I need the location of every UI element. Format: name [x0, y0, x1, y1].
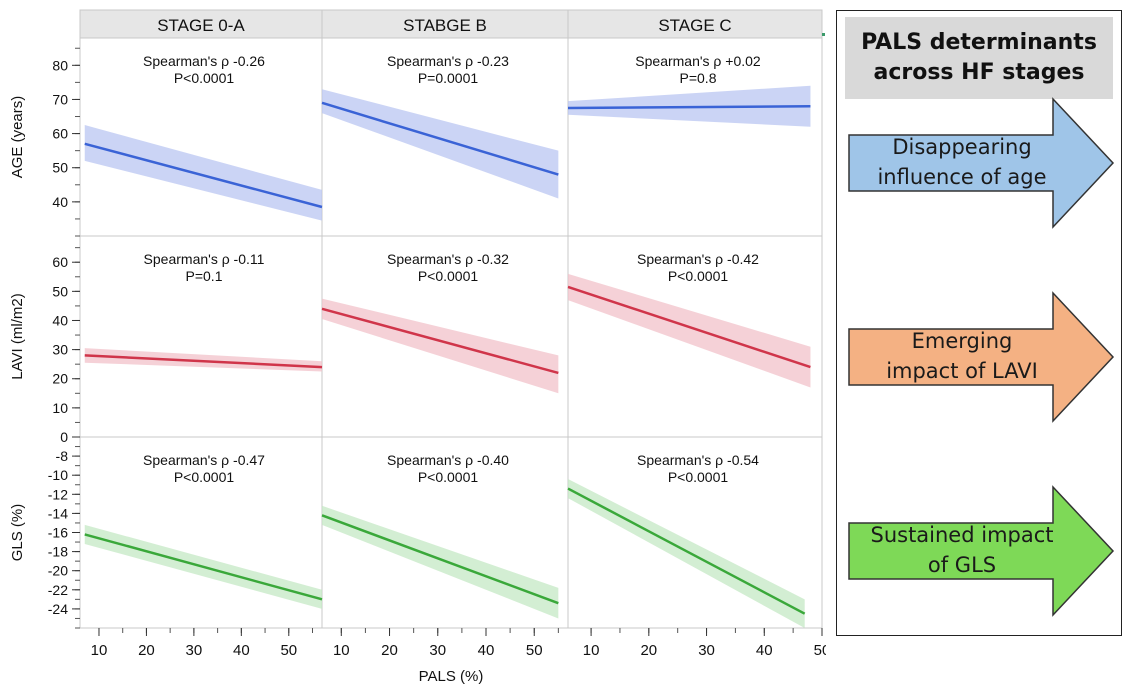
x-tick-label-0-2: 30 — [186, 642, 203, 659]
y-tick-label-1-3: 30 — [52, 342, 68, 358]
regression-line-3 — [84, 354, 323, 369]
x-axis-label: PALS (%) — [419, 668, 484, 685]
arrow-age-shape — [848, 97, 1115, 229]
x-tick-label-1-2: 30 — [429, 642, 446, 659]
y-axis-label-2: GLS (%) — [9, 504, 26, 562]
x-tick-label-2-3: 40 — [756, 642, 773, 659]
column-title-0: STAGE 0-A — [157, 16, 245, 35]
regression-line-6 — [84, 533, 323, 601]
y-tick-label-0-0: 40 — [52, 194, 68, 210]
p-value-2: P=0.8 — [680, 70, 717, 86]
arrow-gls-polygon — [848, 485, 1115, 617]
p-value-5: P<0.0001 — [668, 268, 729, 284]
spearman-stat-3: Spearman's ρ -0.11 — [144, 251, 265, 267]
y-tick-label-2-2: -12 — [48, 486, 68, 502]
y-tick-label-2-5: -18 — [48, 544, 68, 560]
y-tick-label-0-1: 50 — [52, 160, 68, 176]
p-value-7: P<0.0001 — [418, 469, 479, 485]
arrow-age-label: Disappearing influence of age — [877, 135, 1047, 189]
y-tick-label-0-2: 60 — [52, 126, 68, 142]
y-tick-label-1-6: 60 — [52, 254, 68, 270]
side-panel: PALS determinants across HF stages Disap… — [836, 10, 1122, 636]
x-tick-label-0-1: 20 — [138, 642, 155, 659]
x-tick-label-2-2: 30 — [698, 642, 715, 659]
column-header-0 — [79, 9, 323, 39]
y-tick-label-2-6: -20 — [48, 563, 68, 579]
confidence-band-3 — [84, 348, 323, 372]
y-tick-label-2-7: -22 — [48, 582, 68, 598]
arrow-age: Disappearing influence of age — [847, 97, 1115, 229]
spearman-stat-4: Spearman's ρ -0.32 — [387, 251, 509, 267]
p-value-4: P<0.0001 — [418, 268, 479, 284]
arrow-lavi-polygon — [848, 291, 1115, 423]
p-value-3: P=0.1 — [186, 268, 223, 284]
y-tick-label-0-4: 80 — [52, 57, 68, 73]
side-panel-title: PALS determinants across HF stages — [861, 30, 1097, 85]
decorative-dot — [822, 33, 825, 36]
confidence-band-0 — [84, 125, 323, 221]
spearman-stat-7: Spearman's ρ -0.40 — [387, 452, 509, 468]
arrow-lavi-label: Emerging impact of LAVI — [886, 329, 1038, 383]
column-header-1 — [321, 9, 569, 39]
y-tick-label-2-0: -8 — [56, 448, 69, 464]
x-tick-label-1-4: 50 — [526, 642, 543, 659]
column-title-1: STABGE B — [403, 16, 487, 35]
arrow-gls-label: Sustained impact of GLS — [870, 523, 1054, 577]
arrow-gls-shape — [848, 485, 1115, 617]
spearman-stat-6: Spearman's ρ -0.47 — [143, 452, 265, 468]
y-tick-label-1-4: 40 — [52, 312, 68, 328]
regression-line-0 — [84, 142, 323, 209]
x-tick-label-1-1: 20 — [381, 642, 398, 659]
spearman-stat-2: Spearman's ρ +0.02 — [635, 53, 761, 69]
confidence-band-8 — [568, 479, 805, 628]
y-axis-label-0: AGE (years) — [9, 96, 26, 179]
y-tick-label-1-0: 0 — [60, 429, 68, 445]
regression-line-1 — [321, 101, 559, 176]
y-tick-label-2-1: -10 — [48, 467, 68, 483]
side-panel-header: PALS determinants across HF stages — [845, 17, 1113, 99]
x-tick-label-2-1: 20 — [640, 642, 657, 659]
x-tick-label-1-3: 40 — [478, 642, 495, 659]
x-tick-label-2-4: 50 — [814, 642, 826, 659]
y-tick-label-2-4: -16 — [48, 525, 68, 541]
regression-line-4 — [321, 307, 559, 375]
confidence-band-5 — [568, 273, 811, 388]
p-value-0: P<0.0001 — [174, 70, 235, 86]
p-value-1: P=0.0001 — [418, 70, 479, 86]
regression-line-7 — [321, 514, 559, 605]
x-tick-label-0-0: 10 — [91, 642, 108, 659]
spearman-stat-5: Spearman's ρ -0.42 — [637, 251, 759, 267]
y-tick-label-2-3: -14 — [48, 505, 68, 521]
regression-line-5 — [567, 285, 811, 369]
x-tick-label-0-4: 50 — [280, 642, 297, 659]
y-tick-label-1-1: 10 — [52, 400, 68, 416]
arrow-age-polygon — [848, 97, 1115, 229]
arrow-gls: Sustained impact of GLS — [847, 485, 1115, 617]
y-axis-label-1: LAVI (ml/m2) — [9, 293, 26, 379]
regression-line-2 — [567, 105, 811, 110]
x-tick-label-1-0: 10 — [333, 642, 350, 659]
y-tick-label-1-5: 50 — [52, 283, 68, 299]
p-value-6: P<0.0001 — [174, 469, 235, 485]
regression-line-8 — [567, 487, 806, 615]
spearman-stat-8: Spearman's ρ -0.54 — [637, 452, 759, 468]
y-tick-label-2-8: -24 — [48, 601, 68, 617]
x-tick-label-0-3: 40 — [233, 642, 250, 659]
x-tick-label-2-0: 10 — [583, 642, 600, 659]
confidence-band-1 — [322, 89, 559, 199]
plot-area-border — [79, 37, 823, 629]
y-tick-label-0-3: 70 — [52, 91, 68, 107]
confidence-band-4 — [322, 298, 559, 394]
arrow-lavi: Emerging impact of LAVI — [847, 291, 1115, 423]
p-value-8: P<0.0001 — [668, 469, 729, 485]
arrow-lavi-shape — [848, 291, 1115, 423]
spearman-stat-0: Spearman's ρ -0.26 — [143, 53, 265, 69]
column-header-2 — [567, 9, 823, 39]
confidence-band-7 — [322, 505, 559, 619]
spearman-stat-1: Spearman's ρ -0.23 — [387, 53, 509, 69]
column-title-2: STAGE C — [658, 16, 731, 35]
y-tick-label-1-2: 20 — [52, 371, 68, 387]
pals-determinants-chart: STAGE 0-A STABGE B STAGE C 40 50 60 70 80 AGE (y… — [9, 9, 826, 685]
